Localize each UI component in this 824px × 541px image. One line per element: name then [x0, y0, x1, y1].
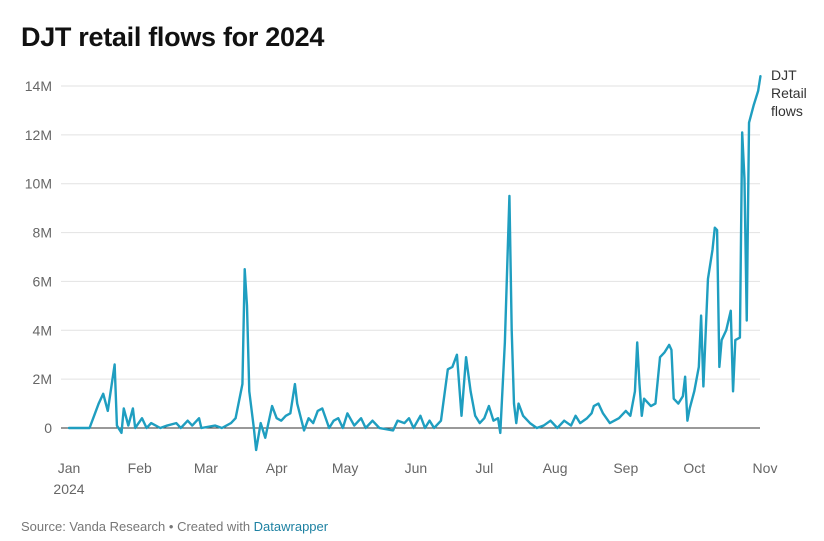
x-tick-label: Jul [475, 460, 493, 476]
x-tick-label: Jan [58, 460, 81, 476]
chart-footer: Source: Vanda Research • Created with Da… [21, 519, 328, 534]
series-line [67, 75, 762, 452]
y-tick-label: 4M [33, 322, 52, 338]
x-tick-label: Apr [266, 460, 288, 476]
chart-title: DJT retail flows for 2024 [21, 22, 325, 52]
x-tick-label: Mar [194, 460, 218, 476]
y-tick-label: 0 [44, 420, 52, 436]
x-tick-label: Sep [613, 460, 638, 476]
datawrapper-link[interactable]: Datawrapper [253, 519, 329, 534]
y-tick-label: 6M [33, 273, 52, 289]
x-axis-ticks: Jan 2024 Feb Mar Apr May Jun Jul Aug Sep Oct Nov [53, 460, 777, 497]
y-tick-label: 10M [25, 176, 52, 192]
series-label: DJT Retail flows [771, 67, 807, 119]
y-tick-label: 12M [25, 127, 52, 143]
x-tick-label: Jun [405, 460, 428, 476]
x-tick-label: May [332, 460, 358, 476]
source-text: Source: Vanda Research • Created with [21, 519, 254, 534]
y-tick-label: 14M [25, 78, 52, 94]
x-tick-label: Aug [543, 460, 568, 476]
series-end-label: DJT Retail flows [771, 67, 807, 119]
y-axis-ticks: 0 2M 4M 6M 8M 10M 12M 14M [25, 78, 52, 436]
x-tick-label: Nov [753, 460, 778, 476]
grid-lines [61, 85, 760, 429]
x-tick-label: Feb [128, 460, 152, 476]
x-tick-sublabel: 2024 [53, 481, 84, 497]
y-tick-label: 2M [33, 371, 52, 387]
x-tick-label: Oct [683, 460, 705, 476]
y-tick-label: 8M [33, 225, 52, 241]
